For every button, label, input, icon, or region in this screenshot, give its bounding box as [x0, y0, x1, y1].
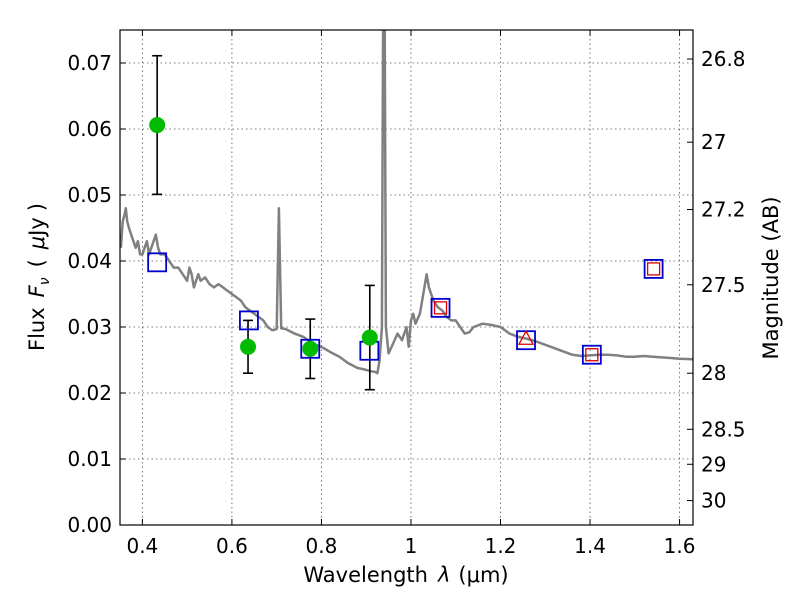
x-tick-label: 0.6	[216, 534, 248, 558]
x-tick-label: 1.6	[664, 534, 696, 558]
y-tick-label: 0.00	[67, 513, 112, 537]
y2-tick-label: 26.8	[701, 47, 746, 71]
y-tick-label: 0.01	[67, 447, 112, 471]
observed-point	[240, 338, 257, 355]
grid	[120, 30, 693, 526]
y-tick-label: 0.04	[67, 249, 112, 273]
alt-photometry-square	[646, 262, 661, 276]
y2-tick-label: 27.2	[701, 198, 746, 222]
y-tick-label: 0.06	[67, 117, 112, 141]
model-photometry-square	[147, 252, 168, 273]
model-photometry-square	[581, 344, 602, 365]
alt-photometry-triangle	[517, 329, 535, 345]
y-axis-title: FluxFν(μJy)	[25, 203, 53, 351]
plot-frame	[119, 29, 694, 526]
x-axis-title: Wavelength λ (μm)	[303, 563, 508, 587]
observed-point	[302, 340, 319, 357]
y2-tick-label: 29	[701, 452, 726, 476]
y2-tick-label: 27	[701, 130, 726, 154]
model-photometry-square	[430, 297, 451, 318]
model-photometry-square	[300, 338, 321, 359]
x-tick-label: 0.4	[126, 534, 158, 558]
model-photometry-square	[239, 310, 259, 331]
y2-tick-label: 28.5	[701, 417, 746, 441]
y-tick-label: 0.03	[67, 315, 112, 339]
y-tick-label: 0.07	[67, 51, 112, 75]
model-photometry-square	[643, 259, 664, 279]
observed-point	[361, 329, 378, 346]
x-tick-label: 1	[405, 534, 418, 558]
alt-photometry-square	[585, 348, 599, 362]
x-tick-label: 1.2	[485, 534, 517, 558]
y2-tick-label: 30	[701, 489, 726, 513]
observed-point	[149, 117, 166, 134]
axis-ticks: 0.4 0.6 0.8 1 1.2 1.4 1.6 0.00 0.01 0.02 0.03 0.04 0…	[67, 30, 746, 558]
alt-photometry-square	[433, 301, 448, 315]
x-tick-label: 1.4	[574, 534, 606, 558]
y2-tick-label: 28	[701, 361, 726, 385]
y2-tick-label: 27.5	[701, 273, 746, 297]
plot-area	[120, 30, 693, 391]
y-tick-label: 0.05	[67, 183, 112, 207]
y2-axis-title: Magnitude (AB)	[759, 196, 783, 359]
x-tick-label: 0.8	[306, 534, 338, 558]
y-tick-label: 0.02	[67, 381, 112, 405]
